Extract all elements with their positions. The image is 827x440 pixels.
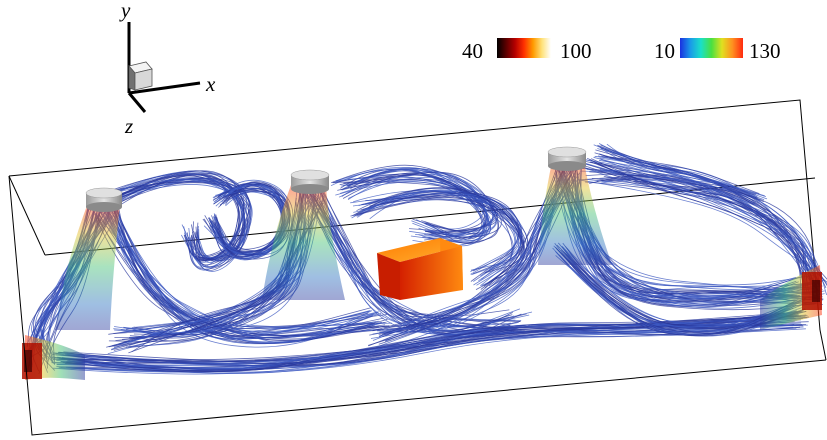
- streamline: [362, 192, 520, 286]
- fan-2: [290, 169, 330, 194]
- colorbar1-max-label: 100: [560, 39, 592, 63]
- triad-cube-icon: [128, 61, 153, 91]
- y-axis-label: y: [119, 0, 131, 22]
- streamline: [577, 164, 809, 273]
- streamline: [600, 158, 815, 290]
- streamline: [361, 196, 523, 289]
- streamline: [108, 194, 373, 334]
- streamline: [585, 181, 814, 297]
- streamline: [378, 177, 556, 337]
- z-axis-label: z: [124, 114, 133, 138]
- streamline: [350, 192, 513, 273]
- streamline: [114, 170, 239, 261]
- streamline: [563, 255, 806, 336]
- domain-box-front: [8, 175, 827, 436]
- streamline: [102, 173, 246, 258]
- streamline: [56, 324, 798, 367]
- streamline: [599, 146, 767, 197]
- streamline: [605, 149, 760, 204]
- streamline: [565, 246, 806, 337]
- streamline: [555, 247, 804, 334]
- axes-triad: y x z: [119, 0, 216, 138]
- streamline: [57, 314, 792, 367]
- streamline: [356, 187, 524, 274]
- streamline: [370, 179, 577, 339]
- x-axis-label: x: [205, 72, 216, 96]
- streamline: [104, 181, 245, 261]
- colorbar-temperature: 40 100: [462, 38, 592, 63]
- streamline: [313, 181, 522, 331]
- streamline: [319, 185, 525, 333]
- streamline: [351, 190, 514, 286]
- streamline: [53, 311, 807, 362]
- jet-plume-2: [262, 185, 345, 300]
- streamline: [383, 159, 560, 329]
- streamline: [54, 315, 798, 371]
- colorbar2-max-label: 130: [749, 39, 781, 63]
- streamline: [591, 158, 814, 288]
- outlet-left: [22, 343, 42, 379]
- heater-block: [377, 238, 463, 300]
- colorbar2-min-label: 10: [654, 39, 675, 63]
- jet-plumes: [25, 162, 822, 380]
- fan-3: [547, 146, 587, 171]
- colorbar1-min-label: 40: [462, 39, 483, 63]
- streamline: [335, 168, 492, 242]
- x-axis-line: [128, 81, 201, 95]
- streamline: [347, 166, 487, 238]
- streamline: [552, 247, 796, 327]
- streamline: [385, 166, 567, 341]
- streamline: [577, 179, 819, 273]
- outlet-right: [802, 272, 822, 310]
- fan-1: [85, 187, 123, 212]
- streamline: [102, 170, 245, 260]
- streamline: [56, 324, 802, 361]
- colorbar1-gradient: [497, 38, 551, 58]
- streamline: [591, 178, 805, 288]
- colorbar-velocity: 10 130: [654, 38, 781, 63]
- jet-plume-1: [55, 203, 120, 330]
- jet-plume-3: [538, 162, 612, 265]
- streamline: [94, 216, 384, 338]
- streamline: [372, 166, 571, 341]
- streamline: [562, 246, 802, 327]
- streamline: [61, 313, 799, 372]
- streamline: [111, 178, 252, 272]
- streamline: [589, 174, 804, 290]
- streamline: [94, 213, 375, 345]
- streamline: [599, 178, 827, 286]
- z-axis-line: [127, 92, 147, 113]
- streamline: [562, 242, 795, 335]
- streamline: [585, 178, 815, 276]
- colorbar2-gradient: [680, 38, 743, 58]
